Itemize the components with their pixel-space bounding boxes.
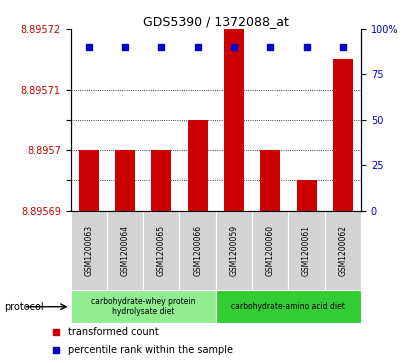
- Text: GSM1200060: GSM1200060: [266, 225, 275, 276]
- Title: GDS5390 / 1372088_at: GDS5390 / 1372088_at: [143, 15, 289, 28]
- Text: protocol: protocol: [4, 302, 44, 312]
- Bar: [297, 180, 317, 211]
- Bar: [71, 211, 107, 290]
- Bar: [216, 211, 252, 290]
- Bar: [260, 150, 280, 211]
- Bar: [188, 120, 208, 211]
- Text: carbohydrate-whey protein
hydrolysate diet: carbohydrate-whey protein hydrolysate di…: [91, 297, 195, 317]
- Bar: [216, 290, 361, 323]
- Bar: [333, 59, 353, 211]
- Bar: [252, 211, 288, 290]
- Text: GSM1200064: GSM1200064: [120, 225, 129, 276]
- Bar: [325, 211, 361, 290]
- Text: percentile rank within the sample: percentile rank within the sample: [68, 345, 233, 355]
- Text: GSM1200062: GSM1200062: [338, 225, 347, 276]
- Bar: [79, 150, 99, 211]
- Bar: [179, 211, 216, 290]
- Text: transformed count: transformed count: [68, 327, 159, 337]
- Text: GSM1200059: GSM1200059: [229, 225, 239, 276]
- Text: GSM1200063: GSM1200063: [84, 225, 93, 276]
- Bar: [71, 290, 216, 323]
- Bar: [115, 150, 135, 211]
- Text: GSM1200065: GSM1200065: [157, 225, 166, 276]
- Bar: [288, 211, 325, 290]
- Bar: [143, 211, 179, 290]
- Bar: [224, 29, 244, 211]
- Text: GSM1200061: GSM1200061: [302, 225, 311, 276]
- Text: GSM1200066: GSM1200066: [193, 225, 202, 276]
- Text: carbohydrate-amino acid diet: carbohydrate-amino acid diet: [232, 302, 345, 311]
- Bar: [151, 150, 171, 211]
- Bar: [107, 211, 143, 290]
